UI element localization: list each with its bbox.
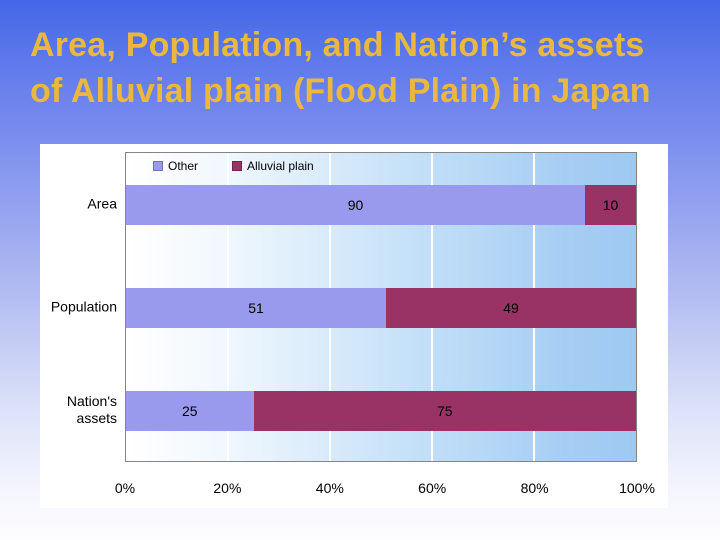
category-label-nation-s-assets: Nation's assets bbox=[66, 393, 117, 427]
chart-legend: Other Alluvial plain bbox=[153, 158, 314, 174]
data-label: 49 bbox=[503, 300, 519, 316]
slide-title: Area, Population, and Nation’s assets of… bbox=[30, 22, 710, 114]
legend-label-alluvial-plain: Alluvial plain bbox=[247, 159, 314, 173]
legend-item-alluvial-plain: Alluvial plain bbox=[232, 159, 314, 173]
plot-area: 90 10 51 49 25 75 bbox=[125, 152, 637, 462]
bar-segment-other: 25 bbox=[126, 391, 254, 432]
bar-row-population: 51 49 bbox=[126, 288, 636, 328]
data-label: 90 bbox=[347, 196, 364, 213]
bar-row-area: 90 10 bbox=[126, 184, 636, 225]
category-label-area: Area bbox=[87, 195, 117, 212]
legend-swatch-alluvial-plain bbox=[232, 161, 243, 171]
x-axis-tick-label: 100% bbox=[619, 480, 655, 496]
data-label: 10 bbox=[602, 196, 619, 213]
legend-label-other: Other bbox=[168, 159, 199, 173]
legend-swatch-other bbox=[153, 161, 163, 171]
x-axis-tick-label: 20% bbox=[213, 480, 242, 496]
slide-title-line-2: of Alluvial plain (Flood Plain) in Japan bbox=[30, 72, 651, 110]
legend-item-other: Other bbox=[153, 159, 198, 173]
x-axis-tick-label: 40% bbox=[315, 480, 344, 496]
bar-segment-alluvial-plain: 75 bbox=[253, 391, 636, 432]
chart-panel: 90 10 51 49 25 75 Other Alluvial plain Area Pop… bbox=[40, 144, 668, 508]
bar-row-nation-s-assets: 25 75 bbox=[126, 391, 636, 432]
bar-segment-other: 90 bbox=[126, 184, 585, 225]
bar-segment-alluvial-plain: 10 bbox=[585, 184, 636, 225]
slide-title-line-1: Area, Population, and Nation’s assets bbox=[30, 26, 645, 64]
x-axis-tick-label: 0% bbox=[114, 480, 136, 496]
data-label: 75 bbox=[436, 403, 453, 420]
bar-segment-alluvial-plain: 49 bbox=[386, 288, 636, 328]
data-label: 25 bbox=[181, 403, 198, 420]
x-axis-tick-label: 80% bbox=[520, 480, 549, 496]
data-label: 51 bbox=[248, 300, 264, 316]
category-label-population: Population bbox=[50, 298, 117, 315]
x-axis-tick-label: 60% bbox=[418, 480, 447, 496]
bar-segment-other: 51 bbox=[126, 288, 387, 328]
